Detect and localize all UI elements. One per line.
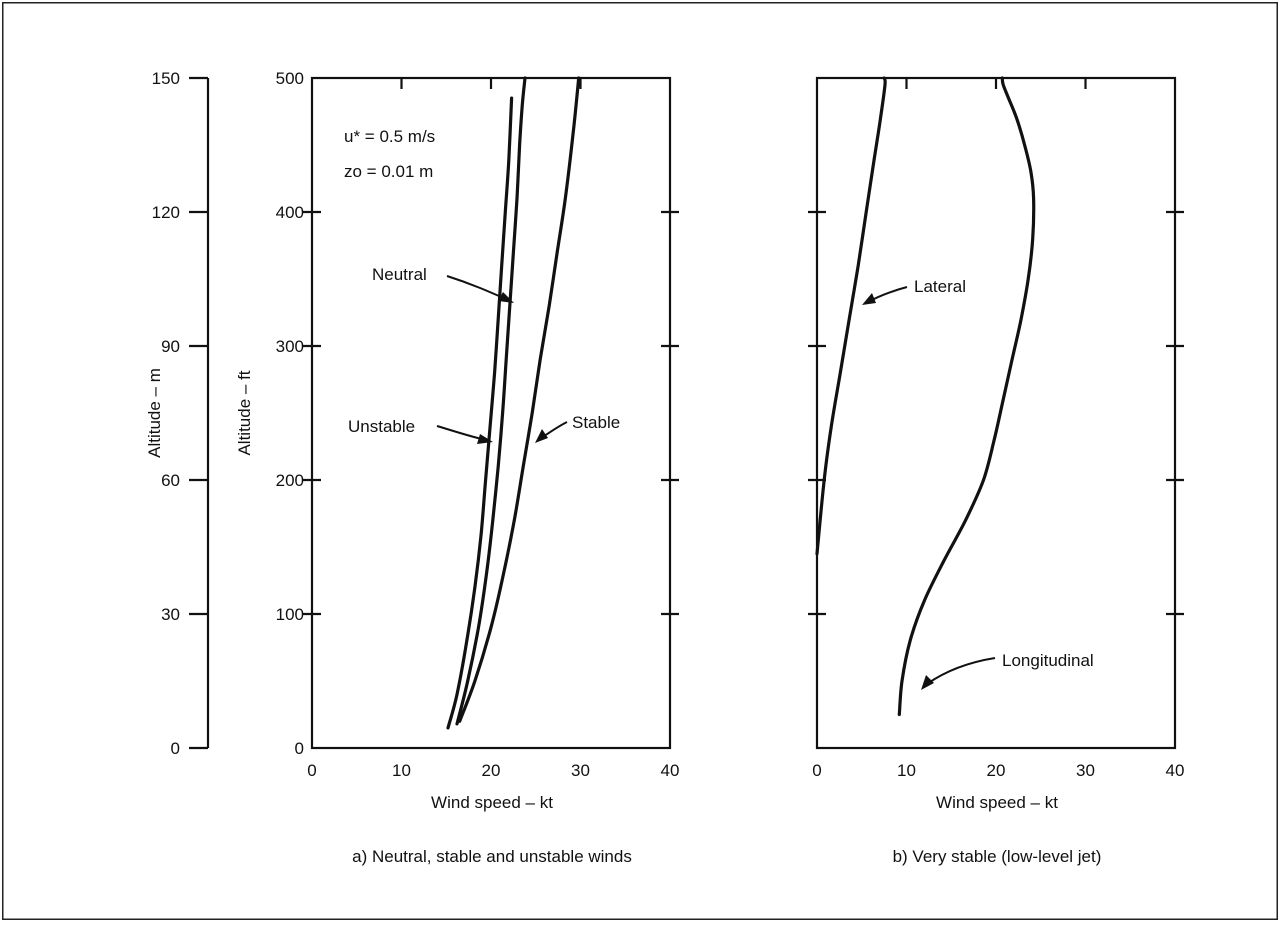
- longitudinal-arrowhead: [921, 675, 934, 690]
- x-tick-label: 10: [897, 761, 916, 780]
- metric-tick-label: 150: [152, 69, 180, 88]
- roughness-length-param: zo = 0.01 m: [344, 162, 433, 181]
- panel-a-y-axis-title: Altitude – ft: [235, 370, 254, 455]
- series-line-stable: [458, 76, 581, 723]
- series-line-longitudinal: [897, 76, 1036, 717]
- metric-tick-label: 60: [161, 471, 180, 490]
- metric-tick-label: 30: [161, 605, 180, 624]
- panel-a-caption: a) Neutral, stable and unstable winds: [352, 847, 632, 866]
- panel-a-curves: [446, 76, 581, 730]
- panel-a-x-axis-title: Wind speed – kt: [431, 793, 553, 812]
- panel-b-caption: b) Very stable (low-level jet): [893, 847, 1102, 866]
- y-tick-label: 100: [276, 605, 304, 624]
- metric-tick-label: 90: [161, 337, 180, 356]
- metric-axis-title: Altitude – m: [145, 368, 164, 458]
- panel-b-x-tick-labels: 0 10 20 30 40: [812, 761, 1184, 780]
- x-tick-label: 0: [812, 761, 821, 780]
- x-tick-label: 20: [482, 761, 501, 780]
- x-tick-label: 40: [661, 761, 680, 780]
- lateral-arrowhead: [862, 293, 876, 305]
- x-tick-label: 30: [1076, 761, 1095, 780]
- y-tick-label: 0: [295, 739, 304, 758]
- panel-a-y-tick-labels: 0 100 200 300 400 500: [276, 69, 304, 758]
- x-tick-label: 20: [987, 761, 1006, 780]
- metric-tick-label: 0: [171, 739, 180, 758]
- metric-tick-label: 120: [152, 203, 180, 222]
- x-tick-label: 40: [1166, 761, 1185, 780]
- x-tick-label: 10: [392, 761, 411, 780]
- panel-b-ticks: [808, 78, 1184, 616]
- series-line-lateral: [815, 76, 887, 556]
- y-tick-label: 500: [276, 69, 304, 88]
- lateral-label: Lateral: [914, 277, 966, 296]
- x-tick-label: 30: [571, 761, 590, 780]
- series-line-unstable: [446, 96, 514, 730]
- metric-axis-ticks: [189, 76, 208, 750]
- series-line-neutral: [455, 76, 527, 726]
- y-tick-label: 400: [276, 203, 304, 222]
- panel-a: 0 10 20 30 40 0 100 200 300 400 500 0 30 60 90 120 150…: [145, 69, 679, 866]
- stable-label: Stable: [572, 413, 620, 432]
- friction-velocity-param: u* = 0.5 m/s: [344, 127, 435, 146]
- y-tick-label: 200: [276, 471, 304, 490]
- metric-axis-tick-labels: 0 30 60 90 120 150: [152, 69, 180, 758]
- neutral-arrowhead: [498, 292, 514, 303]
- neutral-label: Neutral: [372, 265, 427, 284]
- panel-b-x-axis-title: Wind speed – kt: [936, 793, 1058, 812]
- longitudinal-label: Longitudinal: [1002, 651, 1094, 670]
- panel-b: 0 10 20 30 40 Wind speed – kt b) Very stable…: [808, 76, 1184, 866]
- y-tick-label: 300: [276, 337, 304, 356]
- panel-a-ticks: [303, 78, 679, 616]
- unstable-arrowhead: [477, 434, 493, 444]
- unstable-label: Unstable: [348, 417, 415, 436]
- panel-b-curves: [815, 76, 1036, 717]
- x-tick-label: 0: [307, 761, 316, 780]
- stable-arrowhead: [535, 429, 548, 443]
- longitudinal-arrow-line: [926, 657, 996, 685]
- panel-a-x-tick-labels: 0 10 20 30 40: [307, 761, 679, 780]
